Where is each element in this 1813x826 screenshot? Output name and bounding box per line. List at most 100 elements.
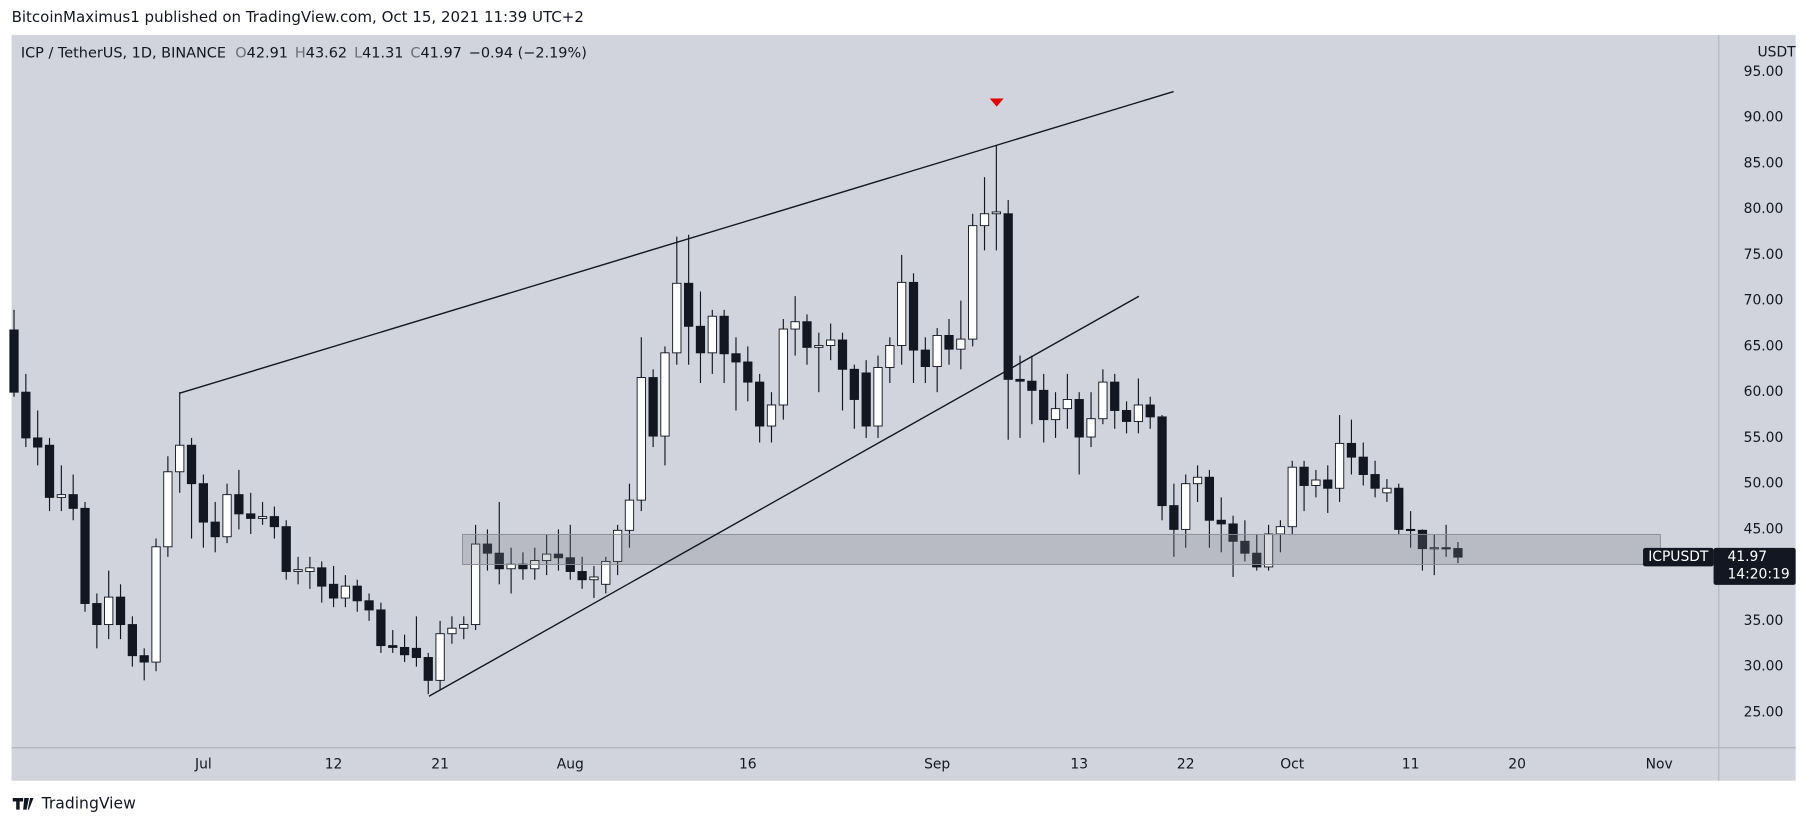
candle-body [1311,479,1321,486]
candle-body [672,282,682,354]
candle-body [92,603,102,626]
candle-body [1417,529,1428,550]
candle-body [175,444,185,473]
candle-body [1405,528,1416,532]
candle-body [885,345,895,368]
candle-body [305,567,315,572]
high-value: 43.62 [306,45,347,61]
candle-body [1086,418,1096,438]
candle-body [1334,442,1345,489]
candle-body [814,345,824,348]
brand-logo [12,798,34,810]
close-value: 41.97 [420,45,461,61]
x-tick-label: Sep [924,757,950,773]
candle-body [1216,519,1226,525]
candle-body [1098,381,1108,420]
candle-body [648,377,658,437]
x-tick-label: 21 [431,757,449,773]
candle-body [589,576,599,581]
publish-note: BitcoinMaximus1 published on TradingView… [12,8,584,26]
y-tick-label: 25.00 [1744,704,1784,720]
candle-body [897,281,907,346]
candle-body [470,543,481,626]
candle-body [1192,476,1203,485]
y-tick-label: 55.00 [1744,430,1784,446]
change-value: −0.94 (−2.19%) [469,45,587,61]
brand: TradingView [12,794,136,812]
candle-body [932,334,942,368]
candle-body [731,353,741,363]
y-tick-label: 30.00 [1744,659,1784,675]
candle-body [778,328,788,406]
x-tick-label: 13 [1070,757,1088,773]
close-label: C [410,45,420,61]
high-label: H [295,45,306,61]
candle-body [790,321,800,330]
candle-body [944,334,954,350]
candle-body [447,627,457,635]
candle-body [695,325,706,354]
candle-body [1323,479,1333,489]
candle-body [636,377,646,501]
candle-body [1252,552,1262,568]
candle-body [186,444,197,485]
last-price-countdown: 14:20:19 [1727,566,1789,582]
candle-body [482,543,493,554]
candle-body [1062,399,1072,410]
candle-body [269,516,280,528]
candle-body [328,583,339,599]
candle-body [1453,548,1463,558]
candle-body [908,281,919,351]
candle-body [1240,540,1250,554]
last-price-symbol-tag [1643,547,1714,567]
y-tick-label: 80.00 [1744,201,1784,217]
candle-body [317,567,327,587]
candle-body [293,569,303,572]
candle-body [956,338,966,350]
candle-body [755,381,765,427]
candle-body [968,225,978,340]
candle-body [33,437,43,448]
x-tick-label: Nov [1646,757,1673,773]
candle-body [1382,487,1392,494]
plot-area [9,145,1463,695]
candle-body [612,529,623,562]
candle-body [423,657,433,681]
candle-body [1370,474,1380,489]
candle-body [1275,526,1286,535]
candle-body [1287,466,1297,528]
x-tick-label: 16 [739,757,757,773]
candle-body [837,339,848,370]
open-value: 42.91 [247,45,288,61]
candle-body [80,507,90,604]
candle-body [1121,410,1132,422]
candle-body [210,521,220,538]
candle-body [364,600,374,611]
last-price-symbol: ICPUSDT [1648,549,1709,565]
candle-body [399,646,410,656]
candle-body [388,645,398,648]
candle-body [1039,389,1049,421]
candle-body [624,499,635,531]
candle-body [1015,378,1025,382]
support-zone [462,533,1661,565]
candle-body [707,315,717,354]
sell-marker [989,98,1004,107]
candle-body [743,361,753,383]
symbol-title: ICP / TetherUS, 1D, BINANCE [21,45,226,61]
x-tick-label: 20 [1508,757,1526,773]
candle-body [257,516,268,519]
candle-body [1181,483,1191,530]
candle-body [1003,213,1013,380]
y-tick-label: 60.00 [1744,384,1784,400]
y-tick-label: 45.00 [1744,521,1784,537]
x-tick-label: Aug [557,757,584,773]
open-label: O [235,45,246,61]
candle-body [127,624,137,657]
candle-body [1027,380,1037,391]
candle-body [352,585,362,602]
candle-body [234,494,244,515]
candle-body [1169,505,1179,530]
candle-body [1346,442,1357,458]
